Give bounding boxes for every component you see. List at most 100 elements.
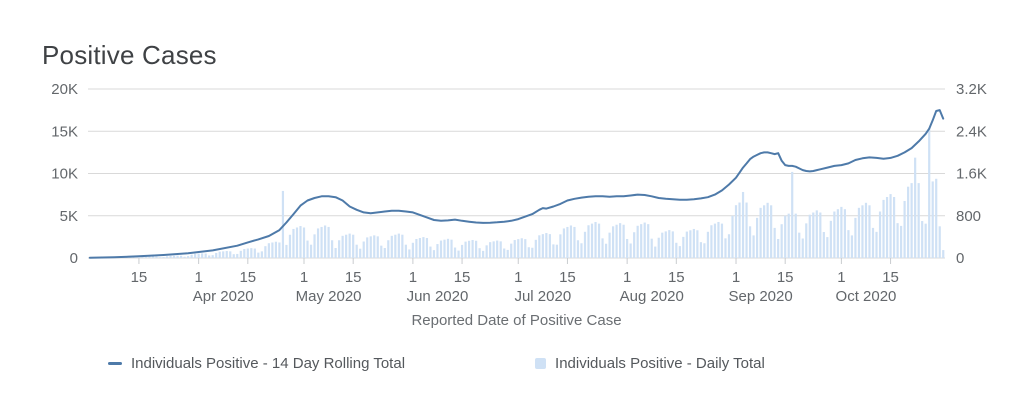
daily-total-bar (763, 205, 766, 258)
daily-total-bar (425, 238, 429, 258)
daily-total-bar (787, 213, 790, 258)
daily-total-bar (608, 232, 611, 258)
daily-total-bar (467, 240, 471, 258)
daily-total-bar (615, 224, 618, 258)
x-axis-tick-label: 1 (300, 269, 308, 286)
x-axis-tick-label: 15 (559, 269, 576, 286)
daily-total-bar (510, 243, 513, 258)
daily-total-bar (555, 244, 558, 258)
daily-total-bar (453, 247, 457, 258)
daily-total-bar (861, 205, 864, 258)
daily-total-bar (720, 223, 724, 258)
daily-total-bar (812, 212, 815, 258)
daily-total-bar (636, 225, 639, 258)
daily-total-bar (179, 255, 183, 258)
daily-total-bar (172, 255, 176, 258)
daily-total-bar (752, 235, 755, 258)
daily-total-bar (236, 253, 239, 258)
daily-total-bar (597, 223, 601, 258)
daily-total-bar (647, 224, 650, 258)
daily-total-bar (144, 256, 148, 258)
daily-total-bar (587, 225, 590, 258)
daily-total-bar (418, 238, 422, 258)
daily-total-bar (682, 236, 685, 258)
daily-total-bar (432, 250, 436, 258)
daily-total-bar (415, 238, 418, 258)
legend-label-daily-total: Individuals Positive - Daily Total (555, 355, 765, 372)
daily-total-bar (471, 239, 474, 258)
daily-total-bar (225, 251, 228, 258)
daily-total-bar (924, 223, 927, 258)
y-axis-right-tick-label: 3.2K (956, 81, 987, 98)
daily-total-bar (692, 228, 695, 258)
daily-total-bar (204, 253, 207, 258)
daily-total-bar (829, 220, 832, 258)
daily-total-bar (640, 224, 643, 258)
daily-total-bar (541, 234, 544, 258)
daily-total-bar (376, 236, 379, 258)
daily-total-bar (840, 206, 843, 258)
daily-total-bar (309, 244, 313, 258)
daily-total-bar (899, 225, 903, 258)
daily-total-bar (232, 254, 235, 258)
daily-total-bar (387, 240, 390, 258)
daily-total-bar (285, 244, 288, 258)
daily-total-bar (885, 197, 889, 258)
daily-total-bar (935, 178, 938, 258)
daily-total-bar (668, 230, 671, 258)
daily-total-bar (611, 226, 615, 258)
daily-total-bar (590, 223, 594, 258)
daily-total-bar (288, 234, 292, 258)
daily-total-bar (780, 224, 783, 258)
daily-total-bar (576, 240, 580, 258)
rolling-total-line (88, 109, 945, 259)
daily-total-bar (601, 238, 604, 258)
daily-total-bar (148, 256, 151, 258)
daily-total-bar (155, 256, 158, 258)
daily-total-bar (748, 226, 752, 258)
y-axis-left-tick-label: 15K (51, 123, 78, 140)
daily-total-bar (362, 241, 365, 258)
daily-total-bar (892, 197, 896, 258)
daily-total-bar (819, 212, 822, 258)
daily-total-bar (443, 239, 446, 258)
x-axis-tick-label: 1 (732, 269, 740, 286)
daily-total-bar (664, 231, 667, 258)
daily-total-bar (222, 251, 225, 258)
daily-total-bar (738, 202, 741, 258)
x-axis-month-label: Apr 2020 (193, 288, 254, 305)
daily-total-bar (141, 256, 144, 258)
daily-total-bar (942, 250, 945, 258)
x-axis-month-label: May 2020 (296, 288, 362, 305)
daily-total-bar (513, 240, 516, 258)
daily-total-bar (569, 225, 573, 258)
daily-total-bar (292, 228, 295, 258)
daily-total-bar (910, 183, 913, 258)
daily-total-bar (594, 221, 597, 258)
daily-total-bar (130, 257, 134, 258)
daily-total-bar (176, 255, 179, 258)
daily-total-bar (264, 246, 267, 258)
daily-total-bar (243, 249, 246, 258)
daily-total-bar (938, 226, 941, 258)
daily-total-bar (496, 240, 499, 258)
x-axis-month-label: Oct 2020 (836, 288, 897, 305)
daily-total-bar (619, 223, 622, 258)
legend-item-daily-total[interactable]: Individuals Positive - Daily Total (535, 355, 765, 372)
daily-total-bar (805, 223, 808, 258)
bar-series-marker-icon (535, 358, 547, 369)
legend-item-rolling-total[interactable]: Individuals Positive - 14 Day Rolling To… (108, 355, 405, 372)
daily-total-bar (724, 238, 727, 258)
daily-total-bar (341, 235, 344, 258)
daily-total-bar (766, 202, 769, 258)
daily-total-bar (187, 256, 190, 258)
daily-total-bar (253, 248, 256, 258)
daily-total-bar (281, 190, 285, 258)
daily-total-bar (323, 225, 327, 258)
daily-total-bar (717, 221, 720, 258)
daily-total-bar (194, 253, 197, 258)
x-axis-tick-label: 1 (194, 269, 202, 286)
daily-total-bar (580, 243, 583, 258)
daily-total-bar (878, 211, 882, 258)
daily-total-bar (850, 235, 854, 258)
